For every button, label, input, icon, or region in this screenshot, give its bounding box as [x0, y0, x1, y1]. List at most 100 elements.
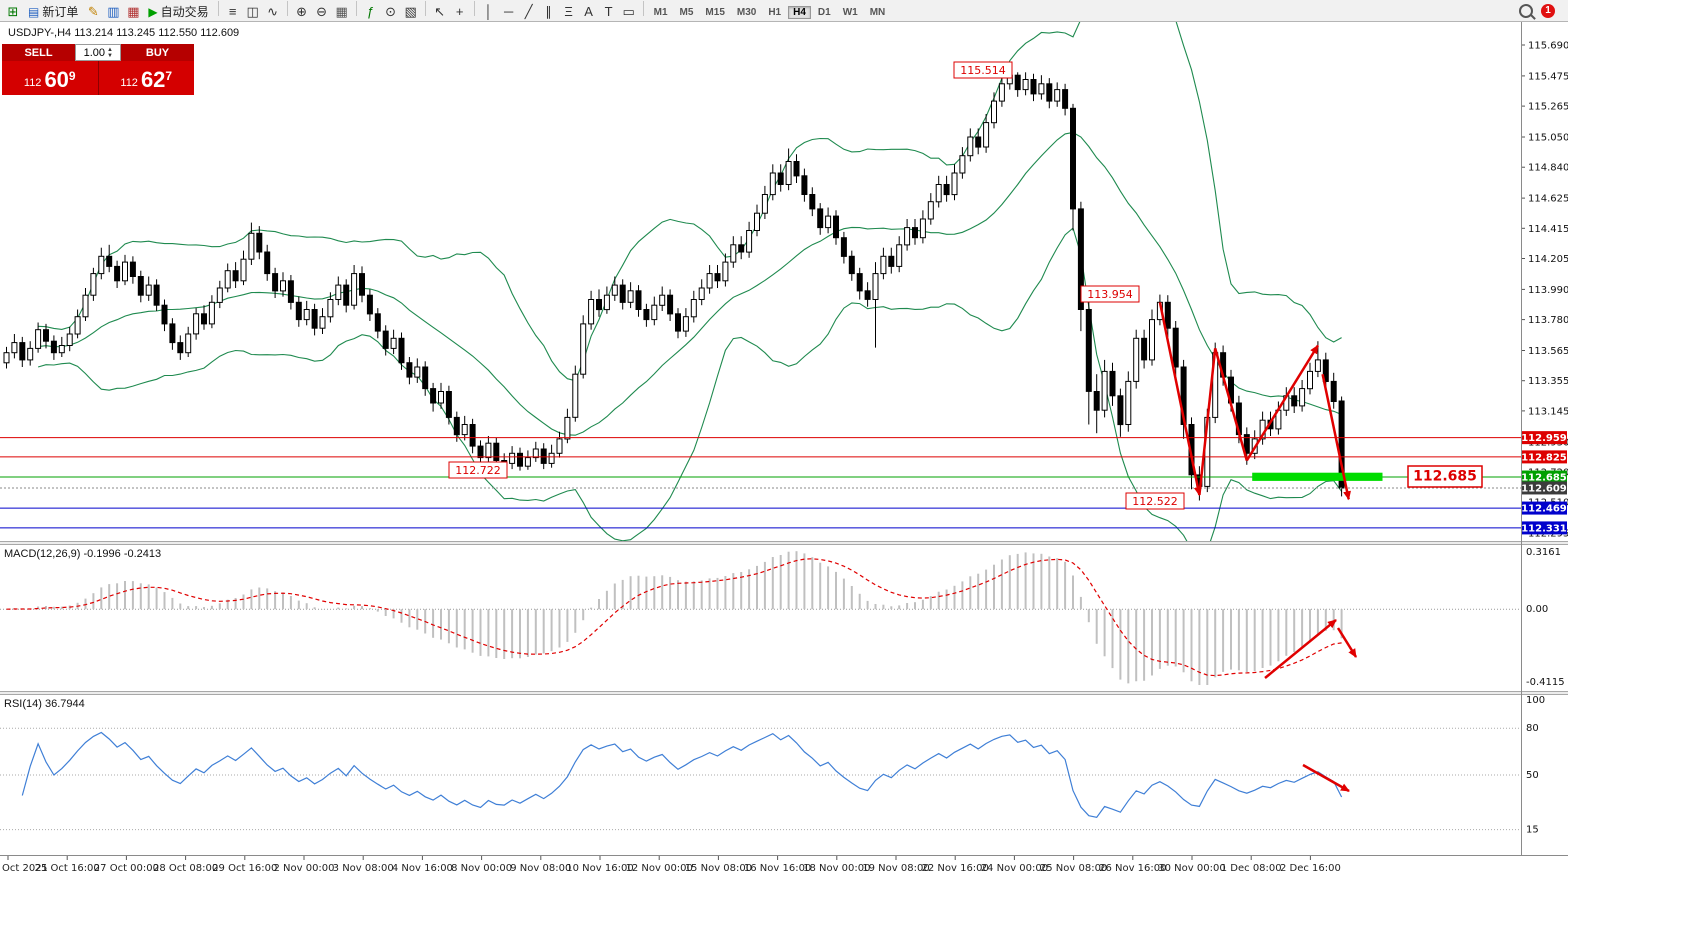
- text-icon: A: [584, 3, 593, 19]
- timeframe-mn[interactable]: MN: [869, 6, 886, 18]
- trend-arrow[interactable]: [1321, 373, 1351, 501]
- crosshair-icon: +: [455, 3, 464, 19]
- line-chart-mode-icon[interactable]: ∿: [263, 3, 283, 21]
- price-axis[interactable]: 115.690 115.475 115.265 115.050 114.840 114.6…: [1521, 22, 1568, 541]
- price-tick-label: 114.205: [1528, 254, 1568, 265]
- macd-annotation-arrow[interactable]: [1336, 627, 1358, 658]
- toolbar-separator: [286, 0, 288, 16]
- time-axis[interactable]: Oct 2021 25 Oct 16:00 27 Oct 00:00 28 Oct 0…: [0, 855, 1568, 876]
- macd-panel[interactable]: [0, 545, 1521, 691]
- zoom-out-icon: ⊖: [316, 3, 328, 19]
- support-zone[interactable]: [1252, 472, 1383, 481]
- sell-price-button[interactable]: 112 60 9: [2, 61, 99, 95]
- timeframe-m1[interactable]: M1: [653, 6, 668, 18]
- timeframe-h4[interactable]: H4: [788, 5, 811, 19]
- volume-up-icon[interactable]: ▲: [107, 46, 113, 53]
- price-tag-text: 112.331: [1521, 523, 1567, 534]
- notification-badge[interactable]: 1: [1541, 3, 1555, 18]
- tile-windows-icon: ▦: [335, 3, 348, 19]
- vertical-line-icon[interactable]: │: [479, 2, 499, 20]
- sell-button[interactable]: SELL: [2, 44, 75, 61]
- new-order-button[interactable]: ▤ 新订单: [23, 3, 83, 21]
- horizontal-line-icon[interactable]: ─: [499, 2, 519, 20]
- terminal-icon: ▦: [127, 3, 140, 19]
- add-indicator-icon[interactable]: ƒ: [361, 2, 381, 20]
- rsi-panel[interactable]: [0, 695, 1521, 855]
- macd-scale-label: 0.00: [1526, 604, 1548, 615]
- time-axis-label: 19 Nov 08:00: [862, 863, 929, 874]
- crosshair-icon[interactable]: +: [450, 2, 470, 20]
- vertical-line-icon: │: [484, 3, 493, 19]
- search-icon[interactable]: [1519, 3, 1533, 18]
- price-tick-label: 113.145: [1528, 406, 1568, 417]
- price-callout[interactable]: [1125, 492, 1185, 510]
- timeframes-menu-icon[interactable]: ⊙: [381, 3, 401, 21]
- cursor-icon: ↖: [434, 3, 446, 19]
- label-icon[interactable]: T: [599, 2, 619, 20]
- rsi-scale-label: 50: [1526, 770, 1539, 781]
- new-chart-icon[interactable]: ⊞: [3, 3, 23, 21]
- macd-annotation-arrow[interactable]: [1264, 619, 1337, 679]
- price-callout-text: 113.954: [1087, 288, 1133, 301]
- new-order-button-label: 新订单: [42, 5, 79, 19]
- cursor-icon[interactable]: ↖: [430, 3, 450, 21]
- time-axis-label: 1 Dec 08:00: [1221, 863, 1282, 874]
- time-axis-label: 12 Nov 00:00: [625, 863, 692, 874]
- market-watch-icon: ▥: [107, 3, 120, 19]
- trendline-icon: ╱: [524, 3, 533, 19]
- price-callout[interactable]: [953, 61, 1013, 79]
- buy-price-button[interactable]: 112 62 7: [98, 61, 194, 95]
- price-callout[interactable]: [1407, 465, 1483, 488]
- zoom-in-icon[interactable]: ⊕: [292, 3, 312, 21]
- channel-icon[interactable]: ∥: [539, 3, 559, 21]
- trend-arrow[interactable]: [1245, 344, 1319, 462]
- fibonacci-icon[interactable]: Ξ: [559, 2, 579, 20]
- timeframes-menu-icon: ⊙: [385, 3, 397, 19]
- price-tick-label: 113.565: [1528, 346, 1568, 357]
- panel-resize-handle[interactable]: [0, 541, 1568, 545]
- metaeditor-icon[interactable]: ✎: [83, 3, 103, 21]
- rsi-annotation-arrow[interactable]: [1302, 763, 1350, 793]
- panel-resize-handle[interactable]: [0, 691, 1568, 695]
- trendline-icon[interactable]: ╱: [519, 3, 539, 21]
- candlestick-chart-mode-icon[interactable]: ◫: [243, 3, 263, 21]
- text-icon[interactable]: A: [579, 2, 599, 20]
- buy-price-big: 62: [140, 67, 166, 92]
- main-chart-canvas[interactable]: 115.514 113.954 112.722 112.522 112.685: [0, 22, 1521, 541]
- price-tick-label: 115.265: [1528, 102, 1568, 113]
- toolbar-separator: [355, 0, 357, 16]
- timeframe-d1[interactable]: D1: [817, 6, 831, 18]
- timeframe-h1[interactable]: H1: [768, 6, 782, 18]
- volume-stepper: ▲ ▼: [107, 47, 113, 59]
- market-watch-icon[interactable]: ▥: [103, 3, 123, 21]
- templates-icon: ▧: [404, 3, 417, 19]
- timeframe-m5[interactable]: M5: [679, 6, 694, 18]
- trend-arrow[interactable]: [1198, 348, 1249, 496]
- time-axis-label: 18 Nov 00:00: [803, 863, 870, 874]
- time-axis-label: 30 Nov 00:00: [1158, 863, 1225, 874]
- axis-divider: [1521, 22, 1522, 876]
- price-callout[interactable]: [448, 461, 508, 479]
- timeframe-m30[interactable]: M30: [736, 6, 757, 18]
- bollinger-band-middle: [38, 131, 1342, 436]
- shapes-icon[interactable]: ▭: [619, 3, 639, 21]
- toolbar-items: ⊞ ▤ 新订单 ✎ ▥ ▦ ▶ 自动交易 ≡ ◫ ∿ ⊕ ⊖ ▦ ƒ ⊙ ▧ ↖ + │ ─ ╱ ∥ Ξ A T ▭: [3, 0, 648, 21]
- price-callout-text: 115.514: [960, 64, 1006, 77]
- timeframe-m15[interactable]: M15: [705, 6, 725, 18]
- zoom-out-icon[interactable]: ⊖: [312, 3, 332, 21]
- timeframe-w1[interactable]: W1: [842, 6, 858, 18]
- autotrading-button[interactable]: ▶ 自动交易: [143, 3, 213, 21]
- terminal-icon[interactable]: ▦: [123, 3, 143, 21]
- volume-input[interactable]: [76, 46, 106, 59]
- templates-icon[interactable]: ▧: [401, 3, 421, 21]
- new-order-icon: ▤: [28, 4, 40, 19]
- buy-button[interactable]: BUY: [121, 44, 194, 61]
- bar-chart-mode-icon[interactable]: ≡: [223, 2, 243, 20]
- tile-windows-icon[interactable]: ▦: [332, 3, 352, 21]
- rsi-scale-label: 15: [1526, 825, 1539, 836]
- price-callout[interactable]: [1080, 285, 1140, 303]
- rsi-scale-label: 80: [1526, 723, 1539, 734]
- time-axis-label: 3 Nov 08:00: [333, 863, 394, 874]
- trend-arrow[interactable]: [1158, 302, 1202, 496]
- volume-down-icon[interactable]: ▼: [107, 52, 113, 59]
